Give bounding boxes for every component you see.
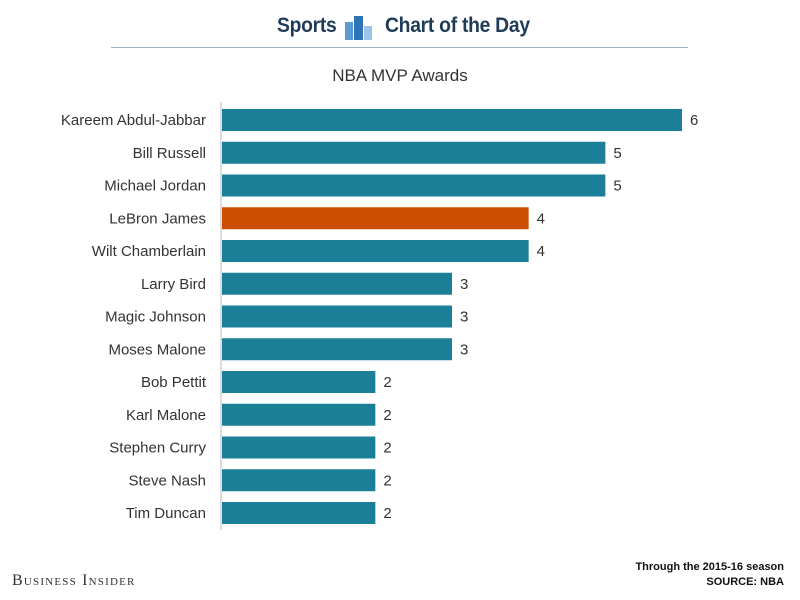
value-label: 2 <box>383 505 391 522</box>
bar-bill-russell <box>222 141 606 164</box>
category-label: Karl Malone <box>126 407 206 424</box>
bar-kareem-abdul-jabbar <box>222 109 682 131</box>
business-insider-logo: Business Insider <box>12 572 136 589</box>
value-label: 2 <box>383 472 391 489</box>
value-label: 4 <box>537 243 545 260</box>
chart-title: NBA MVP Awards <box>332 66 468 85</box>
season-note: Through the 2015-16 season <box>635 561 784 573</box>
value-label: 2 <box>383 374 391 391</box>
category-label: Steve Nash <box>128 472 206 489</box>
value-label: 5 <box>613 145 621 162</box>
value-label: 4 <box>537 210 545 227</box>
bar-larry-bird <box>222 272 452 295</box>
category-label: Stephen Curry <box>109 440 206 457</box>
bar-stephen-curry <box>222 436 376 459</box>
value-label: 2 <box>383 440 391 457</box>
category-label: Magic Johnson <box>105 309 206 326</box>
category-label: Wilt Chamberlain <box>92 243 206 260</box>
value-label: 5 <box>613 178 621 195</box>
bar-moses-malone <box>222 338 452 361</box>
mvp-bar-chart: Kareem Abdul-Jabbar 6 Bill Russell 5 Michael… <box>61 102 698 530</box>
bar-lebron-james <box>222 207 529 230</box>
source-note: SOURCE: NBA <box>706 576 784 588</box>
chart-header: Sports Chart of the Day <box>0 0 800 48</box>
category-label: LeBron James <box>109 210 206 227</box>
category-label: Tim Duncan <box>126 505 206 522</box>
value-label: 3 <box>460 309 468 326</box>
bar-michael-jordan <box>222 174 606 197</box>
header-sports-label: Sports <box>277 14 337 37</box>
bar-tim-duncan <box>222 502 376 524</box>
bar-wilt-chamberlain <box>222 240 529 262</box>
category-label: Moses Malone <box>108 341 206 358</box>
footer-note: Through the 2015-16 season SOURCE: NBA <box>635 560 784 590</box>
value-label: 3 <box>460 276 468 293</box>
header-divider <box>111 47 688 48</box>
value-label: 3 <box>460 341 468 358</box>
bar-steve-nash <box>222 469 376 492</box>
bar-karl-malone <box>222 403 376 426</box>
bar-chart-icon <box>345 16 372 40</box>
value-label: 2 <box>383 407 391 424</box>
header-chart-of-the-day-label: Chart of the Day <box>385 14 530 37</box>
bar-bob-pettit <box>222 371 376 393</box>
category-label: Michael Jordan <box>104 178 206 195</box>
category-label: Larry Bird <box>141 276 206 293</box>
category-label: Bill Russell <box>133 145 206 162</box>
category-label: Bob Pettit <box>141 374 207 391</box>
value-label: 6 <box>690 112 698 129</box>
bar-magic-johnson <box>222 305 452 328</box>
category-label: Kareem Abdul-Jabbar <box>61 112 206 129</box>
